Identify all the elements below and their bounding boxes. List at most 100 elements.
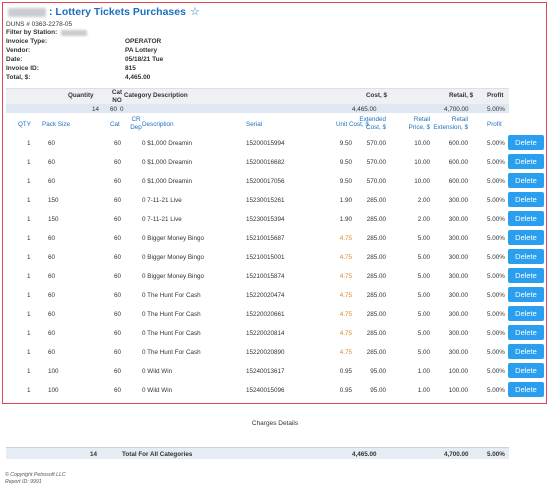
row-profit: 5.00%	[487, 273, 505, 280]
col-retail-extension[interactable]: Retail Extension, $	[433, 116, 468, 131]
row-cat: 60	[114, 197, 122, 204]
delete-button[interactable]: Delete	[508, 173, 544, 188]
table-row: 1 60 60 0 The Hunt For Cash 15220020474 4.75 2…	[6, 286, 544, 305]
col-extended-cost[interactable]: Extended Cost, $	[359, 116, 386, 131]
row-qty: 1	[27, 159, 31, 166]
row-pack-size: 150	[48, 216, 59, 223]
row-unit-cost: 1.90	[339, 216, 352, 223]
delete-button[interactable]: Delete	[508, 135, 544, 150]
col-cr-dep[interactable]: CR Dep	[130, 116, 142, 131]
meta-value: 4,465.00	[125, 74, 151, 81]
row-serial: 15230015394	[246, 216, 285, 223]
row-unit-cost: 4.75	[339, 311, 352, 318]
row-description: 0 $1,000 Dreamin	[142, 140, 193, 147]
row-description: 0 Bigger Money Bingo	[142, 254, 204, 261]
row-retail-price: 5.00	[417, 311, 430, 318]
row-extended-cost: 285.00	[366, 330, 386, 337]
row-retail-extension: 300.00	[448, 273, 468, 280]
delete-button[interactable]: Delete	[508, 249, 544, 264]
row-description: 0 The Hunt For Cash	[142, 330, 201, 337]
table-row: 1 60 60 0 $1,000 Dreamin 15200016682 9.50 570.…	[6, 153, 544, 172]
row-extended-cost: 95.00	[370, 368, 386, 375]
charges-details-title: Charges Details	[251, 420, 299, 427]
row-retail-extension: 300.00	[448, 254, 468, 261]
delete-button[interactable]: Delete	[508, 306, 544, 321]
row-pack-size: 60	[48, 311, 56, 318]
row-serial: 15220020474	[246, 292, 285, 299]
row-pack-size: 60	[48, 273, 56, 280]
row-profit: 5.00%	[487, 159, 505, 166]
col-profit[interactable]: Profit	[487, 121, 502, 128]
delete-button[interactable]: Delete	[508, 230, 544, 245]
col-pack-size[interactable]: Pack Size	[42, 121, 70, 128]
row-extended-cost: 285.00	[366, 197, 386, 204]
table-row: 1 60 60 0 The Hunt For Cash 15220020814 4.75 2…	[6, 324, 544, 343]
col-unit-cost[interactable]: Unit Cost, $	[336, 121, 369, 128]
row-retail-extension: 300.00	[448, 235, 468, 242]
meta-label: Invoice ID:	[6, 65, 39, 72]
row-qty: 1	[27, 254, 31, 261]
delete-button[interactable]: Delete	[508, 363, 544, 378]
row-description: 0 $1,000 Dreamin	[142, 178, 193, 185]
col-qty[interactable]: QTY	[18, 121, 31, 128]
row-pack-size: 60	[48, 254, 56, 261]
copyright: © Copyright Petrosoft LLC Report ID: 999…	[5, 472, 66, 486]
delete-button[interactable]: Delete	[508, 287, 544, 302]
row-retail-price: 10.00	[414, 159, 430, 166]
col-retail-price[interactable]: Retail Price, $	[408, 116, 430, 131]
row-retail-price: 5.00	[417, 254, 430, 261]
col-cat[interactable]: Cat	[110, 121, 120, 128]
col-description[interactable]: Description	[142, 121, 174, 128]
row-profit: 5.00%	[487, 235, 505, 242]
delete-button[interactable]: Delete	[508, 154, 544, 169]
row-extended-cost: 570.00	[366, 178, 386, 185]
row-unit-cost: 4.75	[339, 292, 352, 299]
table-row: 1 60 60 0 Bigger Money Bingo 15210015874 4.75…	[6, 267, 544, 286]
row-pack-size: 60	[48, 140, 56, 147]
row-qty: 1	[27, 197, 31, 204]
table-row: 1 60 60 0 $1,000 Dreamin 15200015994 9.50 570.…	[6, 134, 544, 153]
row-unit-cost: 4.75	[339, 254, 352, 261]
delete-button[interactable]: Delete	[508, 211, 544, 226]
row-profit: 5.00%	[487, 368, 505, 375]
report-frame	[2, 2, 547, 404]
row-retail-extension: 300.00	[448, 216, 468, 223]
summary-profit: 5.00%	[487, 105, 505, 113]
row-description: 0 7-11-21 Live	[142, 216, 182, 223]
delete-button[interactable]: Delete	[508, 325, 544, 340]
row-qty: 1	[27, 292, 31, 299]
row-retail-extension: 600.00	[448, 159, 468, 166]
row-unit-cost: 9.50	[339, 178, 352, 185]
delete-button[interactable]: Delete	[508, 192, 544, 207]
favorite-star-icon[interactable]: ☆	[189, 5, 200, 18]
row-retail-price: 1.00	[417, 368, 430, 375]
table-row: 1 60 60 0 Bigger Money Bingo 15210015001 4.75…	[6, 248, 544, 267]
row-retail-extension: 300.00	[448, 349, 468, 356]
meta-value: 815	[125, 65, 136, 72]
row-cat: 60	[114, 254, 122, 261]
meta-label: Vendor:	[6, 47, 31, 54]
row-retail-price: 10.00	[414, 140, 430, 147]
delete-button[interactable]: Delete	[508, 382, 544, 397]
row-profit: 5.00%	[487, 197, 505, 204]
row-cat: 60	[114, 387, 122, 394]
delete-button[interactable]: Delete	[508, 344, 544, 359]
row-cat: 60	[114, 349, 122, 356]
row-cat: 60	[114, 273, 122, 280]
row-unit-cost: 0.95	[339, 368, 352, 375]
row-retail-extension: 300.00	[448, 197, 468, 204]
col-serial[interactable]: Serial	[246, 121, 263, 128]
row-description: 0 Bigger Money Bingo	[142, 273, 204, 280]
summary-header-retail: Retail, $	[449, 92, 474, 99]
table-row: 1 60 60 0 The Hunt For Cash 15220020890 4.75 2…	[6, 343, 544, 362]
row-description: 0 Wild Win	[142, 387, 173, 394]
row-description: 0 $1,000 Dreamin	[142, 159, 193, 166]
row-profit: 5.00%	[487, 140, 505, 147]
delete-button[interactable]: Delete	[508, 268, 544, 283]
summary-header-quantity: Quantity	[68, 92, 94, 99]
summary-row: 14 60 0 4,465.00 4,700.00 5.00%	[6, 104, 509, 113]
row-qty: 1	[27, 311, 31, 318]
meta-label: Invoice Type:	[6, 38, 48, 45]
row-pack-size: 60	[48, 159, 56, 166]
row-qty: 1	[27, 330, 31, 337]
